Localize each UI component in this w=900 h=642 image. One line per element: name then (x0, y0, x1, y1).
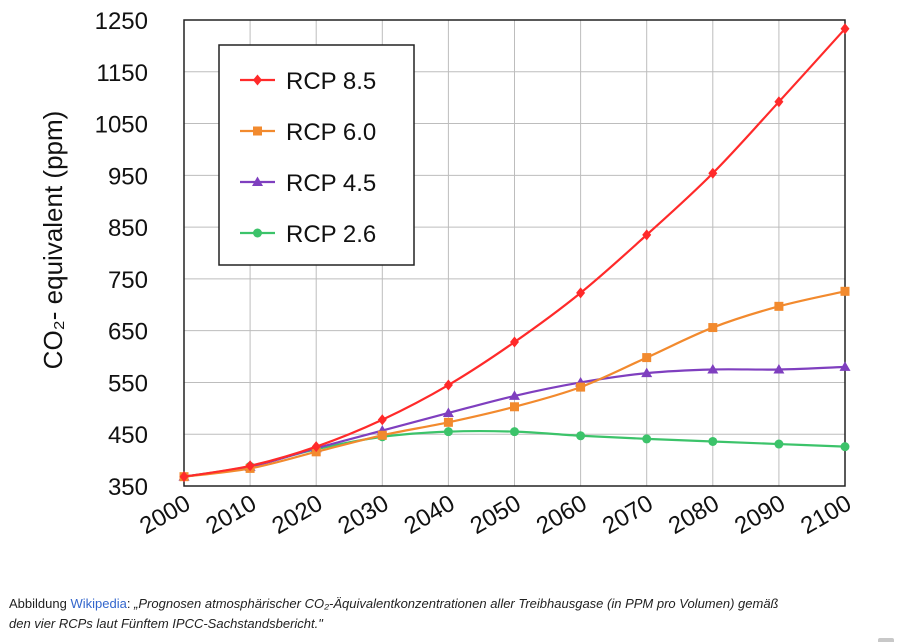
wikipedia-link[interactable]: Wikipedia (70, 596, 127, 611)
x-tick-label: 2070 (598, 490, 658, 540)
x-axis-ticks: 2000 2010 2020 2030 2040 2050 2060 2070 2080 2090… (135, 490, 856, 540)
data-point-diamond (510, 336, 519, 348)
data-point-triangle (509, 390, 520, 400)
data-point-diamond (311, 441, 321, 453)
caption-quote-line2: den vier RCPs laut Fünftem IPCC-Sachstan… (9, 616, 323, 631)
legend-item: RCP 6.0 (240, 119, 376, 146)
y-tick-label: 1050 (95, 112, 148, 139)
y-tick-label: 550 (108, 370, 148, 397)
data-point-diamond (576, 287, 586, 299)
data-point-circle (510, 427, 519, 437)
data-point-diamond (642, 229, 652, 241)
x-tick-label: 2100 (796, 490, 856, 540)
series-rcp-8-5 (179, 23, 850, 483)
y-tick-label: 850 (108, 215, 148, 242)
x-tick-label: 2050 (466, 490, 526, 540)
legend-item: RCP 2.6 (240, 221, 376, 248)
legend-label: RCP 6.0 (286, 119, 376, 146)
legend-label: RCP 8.5 (286, 68, 376, 95)
data-point-triangle (641, 367, 653, 378)
data-point-circle (774, 439, 784, 449)
caption-colon: : (126, 596, 135, 611)
data-point-square (377, 430, 387, 440)
data-point-triangle (839, 361, 851, 371)
data-point-square (774, 301, 784, 311)
series-line (183, 28, 846, 478)
plot-frame (183, 19, 846, 487)
legend-marker-diamond (253, 74, 262, 86)
y-tick-label: 450 (108, 422, 148, 449)
y-tick-label: 1250 (95, 8, 148, 35)
data-point-square (840, 286, 850, 296)
legend-label: RCP 2.6 (286, 221, 376, 248)
y-tick-label: 750 (108, 267, 148, 294)
legend: RCP 8.5 RCP 6.0 RCP 4.5 RCP 2.6 (218, 44, 415, 266)
data-point-diamond (708, 167, 718, 179)
data-point-circle (642, 434, 652, 444)
figure-caption: Abbildung Wikipedia: „Prognosen atmosphä… (9, 594, 889, 634)
data-point-diamond (245, 460, 255, 472)
caption-prefix: Abbildung (9, 596, 71, 611)
legend-marker-triangle (252, 176, 263, 186)
y-tick-label: 350 (108, 474, 148, 501)
x-tick-label: 2090 (730, 490, 790, 540)
data-point-circle (576, 431, 586, 441)
data-point-circle (443, 427, 453, 437)
y-tick-label: 1150 (96, 60, 148, 87)
x-tick-label: 2080 (664, 490, 724, 540)
data-point-triangle (707, 364, 719, 374)
data-point-triangle (442, 407, 454, 417)
x-tick-label: 2020 (267, 490, 327, 540)
legend-marker-circle (253, 228, 262, 238)
x-tick-label: 2010 (201, 490, 261, 540)
x-tick-label: 2030 (334, 490, 394, 540)
corner-handle (878, 638, 894, 642)
data-point-square (642, 353, 652, 363)
series-lines (178, 23, 851, 483)
data-point-square (576, 382, 586, 392)
data-point-diamond (774, 96, 784, 108)
legend-item: RCP 8.5 (240, 68, 376, 95)
data-point-square (443, 417, 453, 427)
data-point-diamond (840, 23, 850, 35)
co2-projection-chart: 350 450 550 650 750 850 950 1050 1150 1250 2000 20… (38, 8, 856, 540)
data-point-triangle (773, 364, 785, 374)
data-point-square (708, 323, 718, 333)
legend-item: RCP 4.5 (240, 170, 376, 197)
legend-label: RCP 4.5 (286, 170, 376, 197)
x-tick-label: 2060 (532, 490, 592, 540)
data-point-diamond (443, 379, 453, 391)
data-point-diamond (377, 414, 387, 426)
x-tick-label: 2040 (400, 490, 460, 540)
caption-quote-line1: „Prognosen atmosphärischer CO₂-Äquivalen… (134, 596, 779, 611)
y-axis-label: CO₂- equivalent (ppm) (38, 111, 68, 370)
legend-box (218, 44, 415, 266)
data-point-circle (840, 442, 850, 452)
data-point-circle (708, 436, 718, 446)
data-point-square (510, 402, 519, 412)
y-tick-label: 950 (108, 163, 148, 190)
y-tick-label: 650 (108, 319, 148, 346)
y-axis-ticks: 350 450 550 650 750 850 950 1050 1150 1250 (95, 8, 148, 501)
data-point-diamond (179, 471, 189, 483)
legend-marker-square (253, 126, 262, 136)
